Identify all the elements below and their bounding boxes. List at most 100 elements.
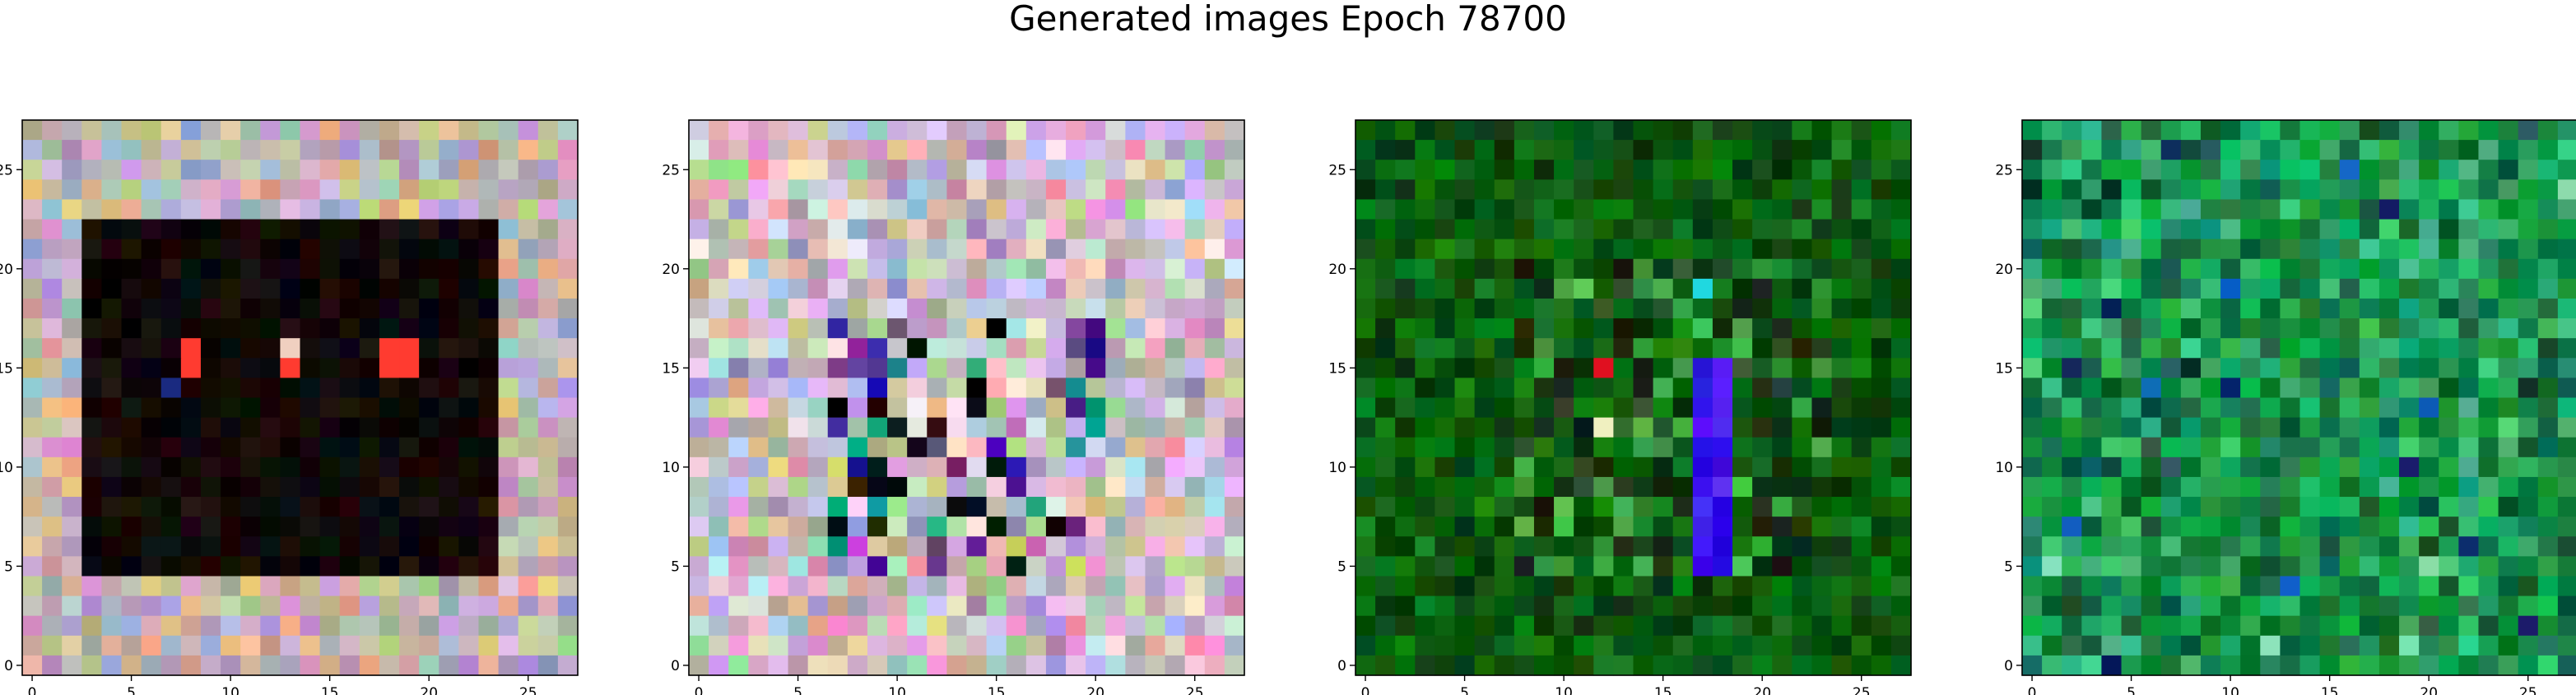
heatmap-cell [2280, 456, 2301, 478]
heatmap-cell [2081, 517, 2103, 537]
heatmap-cell [966, 298, 988, 319]
heatmap-cell [2478, 179, 2499, 201]
heatmap-cell [1434, 517, 1456, 537]
heatmap-cell [748, 576, 770, 597]
heatmap-cell [1811, 397, 1833, 419]
heatmap-cell [728, 615, 749, 637]
heatmap-cell [22, 476, 43, 498]
heatmap-cell [180, 278, 202, 299]
heatmap-cell [42, 397, 63, 419]
heatmap-cell [1811, 378, 1833, 399]
heatmap-cell [200, 517, 221, 537]
heatmap-cell [300, 160, 321, 180]
heatmap-cell [986, 199, 1007, 220]
heatmap-cell [1025, 497, 1047, 517]
y-tick-label: 15 [1328, 360, 1346, 377]
heatmap-cell [2101, 338, 2123, 359]
heatmap-cell [101, 456, 123, 478]
heatmap-cell [160, 358, 182, 378]
heatmap-cell [2042, 655, 2062, 676]
heatmap-cell [1732, 239, 1753, 260]
heatmap-cell [1851, 179, 1872, 201]
heatmap-cell [1224, 576, 1245, 597]
heatmap-cell [728, 497, 749, 517]
heatmap-cell [200, 456, 221, 478]
heatmap-cell [1066, 417, 1086, 438]
heatmap-cell [2081, 576, 2103, 597]
heatmap-cell [1811, 239, 1833, 260]
heatmap-cell [379, 120, 400, 141]
heatmap-cell [1533, 179, 1555, 201]
heatmap-cell [1831, 556, 1853, 577]
heatmap-cell [2359, 576, 2380, 597]
heatmap-cell [1494, 655, 1515, 676]
heatmap-cell [478, 576, 500, 597]
heatmap-cell [986, 298, 1007, 319]
heatmap-cell [1890, 556, 1912, 577]
heatmap-cell [399, 239, 420, 260]
heatmap-cell [728, 278, 749, 299]
heatmap-cell [518, 278, 539, 299]
heatmap-cell [1692, 536, 1713, 557]
heatmap-cell [1831, 378, 1853, 399]
y-tick-label: 5 [671, 558, 680, 575]
heatmap-cell [1355, 140, 1376, 160]
heatmap-cell [887, 258, 908, 280]
heatmap-cell [419, 456, 439, 478]
heatmap-cell [1772, 338, 1793, 359]
heatmap-cell [709, 120, 729, 141]
heatmap-cell [1831, 258, 1853, 280]
heatmap-cell [101, 576, 123, 597]
heatmap-cell [2101, 476, 2123, 498]
heatmap-cell [2022, 298, 2043, 319]
heatmap-cell [221, 456, 241, 478]
heatmap-cell [498, 536, 519, 557]
heatmap-cell [2200, 536, 2221, 557]
heatmap-cell [1831, 199, 1853, 220]
heatmap-cell [1494, 358, 1515, 378]
heatmap-cell [2339, 358, 2360, 378]
heatmap-cell [2299, 417, 2321, 438]
heatmap-cell [300, 615, 321, 637]
heatmap-cell [498, 179, 519, 201]
heatmap-cell [240, 318, 261, 339]
heatmap-cell [2101, 397, 2123, 419]
heatmap-cell [1006, 437, 1027, 458]
heatmap-cell [1871, 576, 1892, 597]
heatmap-cell [2557, 140, 2576, 160]
heatmap-cell [1395, 497, 1416, 517]
heatmap-cell [709, 476, 729, 498]
heatmap-cell [2062, 615, 2082, 637]
heatmap-cell [1105, 219, 1126, 240]
heatmap-cell [1772, 536, 1793, 557]
heatmap-cell [419, 258, 439, 280]
heatmap-cell [2319, 497, 2341, 517]
heatmap-cell [439, 437, 459, 458]
heatmap-cell [2557, 358, 2576, 378]
heatmap-cell [419, 298, 439, 319]
heatmap-cell [2399, 576, 2420, 597]
heatmap-cell [966, 497, 988, 517]
heatmap-cell [728, 120, 749, 141]
heatmap-cell [2518, 397, 2539, 419]
heatmap-cell [1184, 576, 1206, 597]
heatmap-cell [1851, 199, 1872, 220]
heatmap-cell [498, 615, 519, 637]
heatmap-cell [141, 199, 162, 220]
heatmap-cell [1184, 378, 1206, 399]
heatmap-cell [200, 358, 221, 378]
heatmap-cell [2419, 338, 2439, 359]
heatmap-cell [359, 239, 380, 260]
heatmap-cell [200, 556, 221, 577]
heatmap-cell [1086, 397, 1106, 419]
heatmap-cell [966, 417, 988, 438]
heatmap-cell [1692, 517, 1713, 537]
heatmap-cell [141, 655, 162, 676]
heatmap-cell [1792, 437, 1813, 458]
heatmap-cell [2200, 199, 2221, 220]
heatmap-cell [867, 397, 888, 419]
heatmap-cell [300, 397, 321, 419]
heatmap-cell [557, 160, 579, 180]
heatmap-cell [847, 258, 868, 280]
heatmap-cell [2319, 655, 2341, 676]
